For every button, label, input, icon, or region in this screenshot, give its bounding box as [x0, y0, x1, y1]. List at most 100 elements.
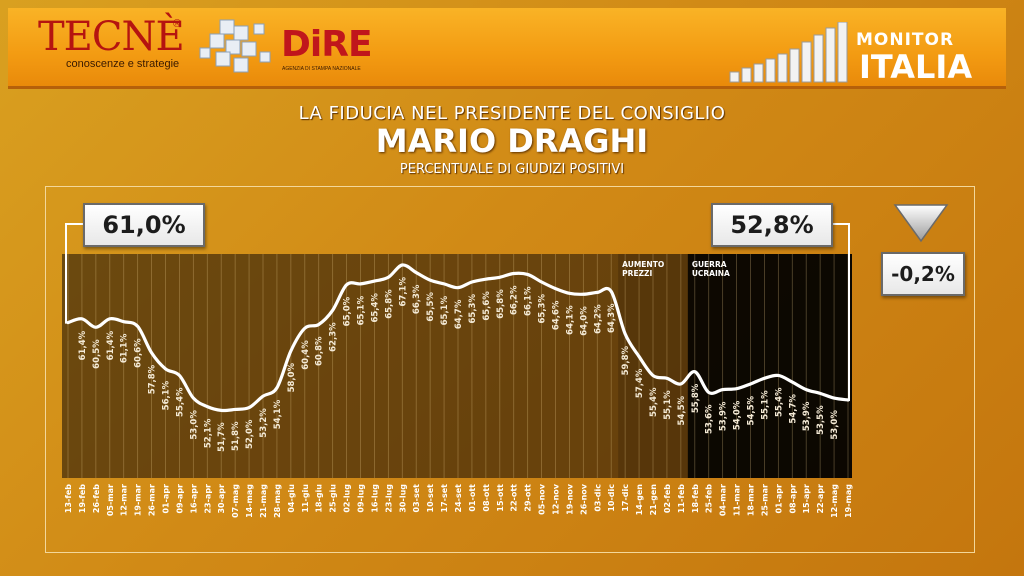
data-label: 53,6% [705, 404, 715, 434]
data-label: 64,0% [579, 306, 589, 336]
event-label: GUERRA [692, 260, 727, 269]
x-tick-label: 14-gen [635, 484, 644, 516]
data-label: 53,0% [189, 410, 199, 440]
x-tick-label: 19-feb [78, 484, 87, 513]
x-tick-label: 30-apr [217, 484, 226, 514]
logo-tecne-text: TECNÈ [38, 14, 185, 60]
x-tick-label: 19-mar [134, 484, 143, 516]
data-label: 53,5% [816, 405, 826, 435]
x-tick-label: 01-ott [468, 484, 477, 512]
x-tick-label: 03-set [412, 484, 421, 513]
x-tick-label: 10-set [426, 484, 435, 513]
x-tick-label: 08-ott [482, 484, 491, 512]
data-label: 54,0% [733, 400, 743, 430]
data-label: 54,5% [747, 395, 757, 425]
x-tick-label: 16-apr [189, 484, 198, 514]
x-tick-label: 19-nov [565, 483, 574, 515]
data-label: 65,6% [482, 291, 492, 321]
x-tick-label: 11-feb [677, 484, 686, 513]
chart-subtitle: PERCENTUALE DI GIUDIZI POSITIVI [399, 162, 625, 177]
x-tick-label: 05-mar [106, 484, 115, 516]
data-label: 56,1% [162, 380, 172, 410]
x-tick-label: 16-lug [370, 484, 379, 513]
logo-tecne: TECNÈ [38, 14, 185, 60]
data-label: 64,2% [593, 304, 603, 334]
x-tick-label: 12-mag [830, 484, 839, 518]
data-label: 57,4% [635, 368, 645, 398]
data-label: 64,1% [565, 305, 575, 335]
data-label: 65,0% [343, 296, 353, 326]
data-label: 55,8% [691, 383, 701, 413]
data-label: 61,4% [106, 330, 116, 360]
x-tick-label: 15-ott [496, 484, 505, 512]
x-tick-label: 09-lug [357, 484, 366, 513]
x-tick-label: 30-lug [398, 484, 407, 513]
data-label: 64,7% [454, 299, 464, 329]
event-label: PREZZI [622, 269, 652, 278]
data-label: 59,8% [621, 345, 631, 375]
data-label: 52,0% [245, 419, 255, 449]
data-label: 65,3% [468, 294, 478, 324]
start-value-callout: 61,0% [83, 203, 205, 247]
x-tick-label: 25-giu [329, 484, 338, 513]
data-label: 66,2% [510, 285, 520, 315]
logo-dire-tagline: AGENZIA DI STAMPA NAZIONALE [282, 66, 361, 72]
data-label: 53,2% [259, 408, 269, 438]
x-tick-label: 11-mar [733, 484, 742, 516]
data-label: 55,1% [663, 390, 673, 420]
x-tick-label: 23-apr [203, 484, 212, 514]
chart-title-line1: LA FIDUCIA NEL PRESIDENTE DEL CONSIGLIO [298, 103, 726, 124]
data-label: 61,4% [78, 330, 88, 360]
x-tick-label: 15-apr [802, 484, 811, 514]
data-label: 51,8% [231, 421, 241, 451]
data-label: 65,8% [384, 289, 394, 319]
x-tick-label: 21-gen [649, 484, 658, 516]
data-label: 53,9% [802, 401, 812, 431]
x-tick-label: 12-nov [552, 483, 561, 515]
data-label: 66,3% [412, 284, 422, 314]
data-label: 60,4% [301, 340, 311, 370]
x-tick-label: 17-dic [621, 484, 630, 512]
data-label: 61,1% [120, 333, 130, 363]
data-label: 65,5% [426, 292, 436, 322]
x-tick-label: 24-set [454, 484, 463, 513]
data-label: 65,8% [496, 289, 506, 319]
x-tick-label: 13-feb [64, 484, 73, 513]
x-tick-label: 10-dic [607, 484, 616, 512]
x-tick-label: 29-ott [524, 484, 533, 512]
start-connector [65, 223, 83, 324]
brand-monitor: MONITOR [856, 30, 955, 50]
x-tick-label: 04-giu [287, 484, 296, 513]
data-label: 62,3% [329, 322, 339, 352]
x-tick-label: 21-mag [259, 484, 268, 518]
x-tick-label: 02-lug [343, 484, 352, 513]
event-label: UCRAINA [692, 269, 730, 278]
data-label: 65,4% [370, 293, 380, 323]
x-tick-label: 26-feb [92, 484, 101, 513]
brand-italia: ITALIA [859, 48, 973, 86]
series-line [66, 263, 850, 413]
x-tick-label: 02-feb [663, 484, 672, 513]
x-tick-label: 25-feb [705, 484, 714, 513]
data-label: 65,3% [538, 294, 548, 324]
down-arrow-icon [893, 204, 949, 243]
registered-mark: ® [173, 18, 182, 30]
data-label: 55,4% [175, 387, 185, 417]
data-label: 53,0% [830, 410, 840, 440]
x-tick-label: 07-mag [231, 484, 240, 518]
data-label: 67,1% [398, 277, 408, 307]
cubes-icon [199, 19, 271, 73]
data-label: 52,1% [203, 418, 213, 448]
data-label: 60,6% [134, 338, 144, 368]
x-tick-label: 25-mar [760, 484, 769, 516]
data-label: 57,8% [148, 364, 158, 394]
data-label: 66,1% [524, 286, 534, 316]
chart-frame [45, 186, 975, 553]
data-label: 54,1% [273, 399, 283, 429]
x-tick-label: 18-mar [747, 484, 756, 516]
x-tick-label: 01-apr [162, 484, 171, 514]
x-tick-label: 08-apr [788, 484, 797, 514]
x-tick-label: 17-set [440, 484, 449, 513]
data-label: 64,6% [552, 300, 562, 330]
